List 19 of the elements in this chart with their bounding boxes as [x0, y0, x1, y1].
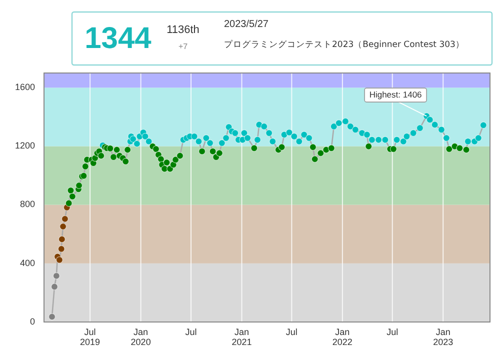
annotation: Highest: 1406	[369, 89, 422, 100]
text: 1136th	[166, 24, 200, 36]
x-tick-label: Jan 2020	[130, 327, 151, 347]
text: 1344	[84, 22, 152, 55]
text: 2023/5/27	[224, 19, 269, 30]
y-tick-label: 400	[20, 258, 35, 268]
x-tick-label: Jan 2023	[433, 327, 454, 347]
y-tick-label: 1600	[14, 82, 35, 92]
text: +7	[178, 42, 188, 51]
x-tick-label: Jul	[185, 327, 197, 337]
y-tick-label: 800	[20, 199, 35, 210]
y-tick-label: 0	[30, 316, 35, 326]
x-tick-label: Jul	[286, 327, 298, 337]
x-tick-label: Jul	[386, 327, 398, 337]
text: プログラミングコンテスト2023（Beginner Contest 303）	[224, 39, 464, 50]
x-tick-label: Jan 2021	[232, 327, 252, 347]
x-tick-label: Jul 2019	[80, 327, 100, 347]
x-tick-label: Jan 2022	[332, 327, 352, 347]
y-tick-label: 1200	[14, 140, 35, 151]
